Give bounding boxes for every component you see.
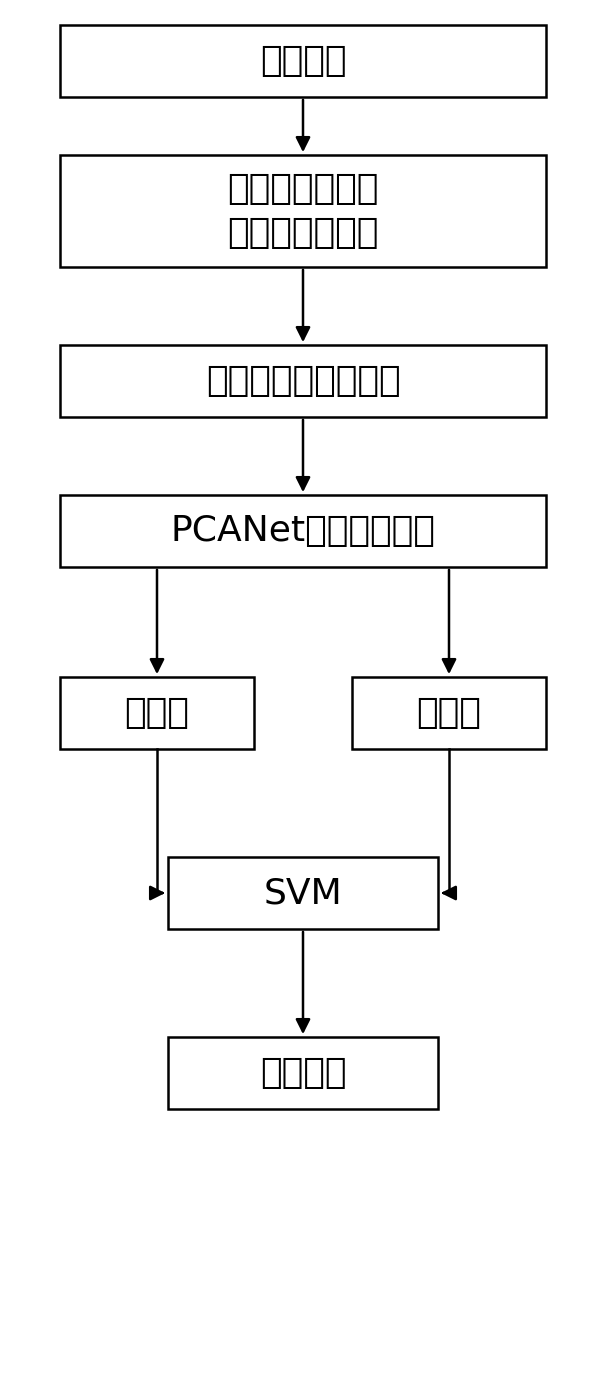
Text: 测试集: 测试集	[416, 696, 481, 731]
Text: 训练集: 训练集	[125, 696, 190, 731]
Text: PCANet图像特征提取: PCANet图像特征提取	[170, 514, 436, 548]
Bar	[168, 856, 438, 929]
Text: 采集水样: 采集水样	[260, 43, 346, 78]
Bar	[168, 1037, 438, 1109]
Bar	[60, 495, 546, 567]
Text: 光谱仪获取水样
原始荧光光谱图: 光谱仪获取水样 原始荧光光谱图	[227, 172, 379, 250]
Text: SVM: SVM	[264, 876, 342, 909]
Text: 识别结果: 识别结果	[260, 1056, 346, 1090]
Bar	[60, 678, 254, 749]
Text: 荧光光谱图像预处理: 荧光光谱图像预处理	[205, 365, 401, 398]
Bar	[60, 345, 546, 416]
Bar	[352, 678, 546, 749]
Bar	[60, 155, 546, 267]
Bar	[60, 25, 546, 96]
